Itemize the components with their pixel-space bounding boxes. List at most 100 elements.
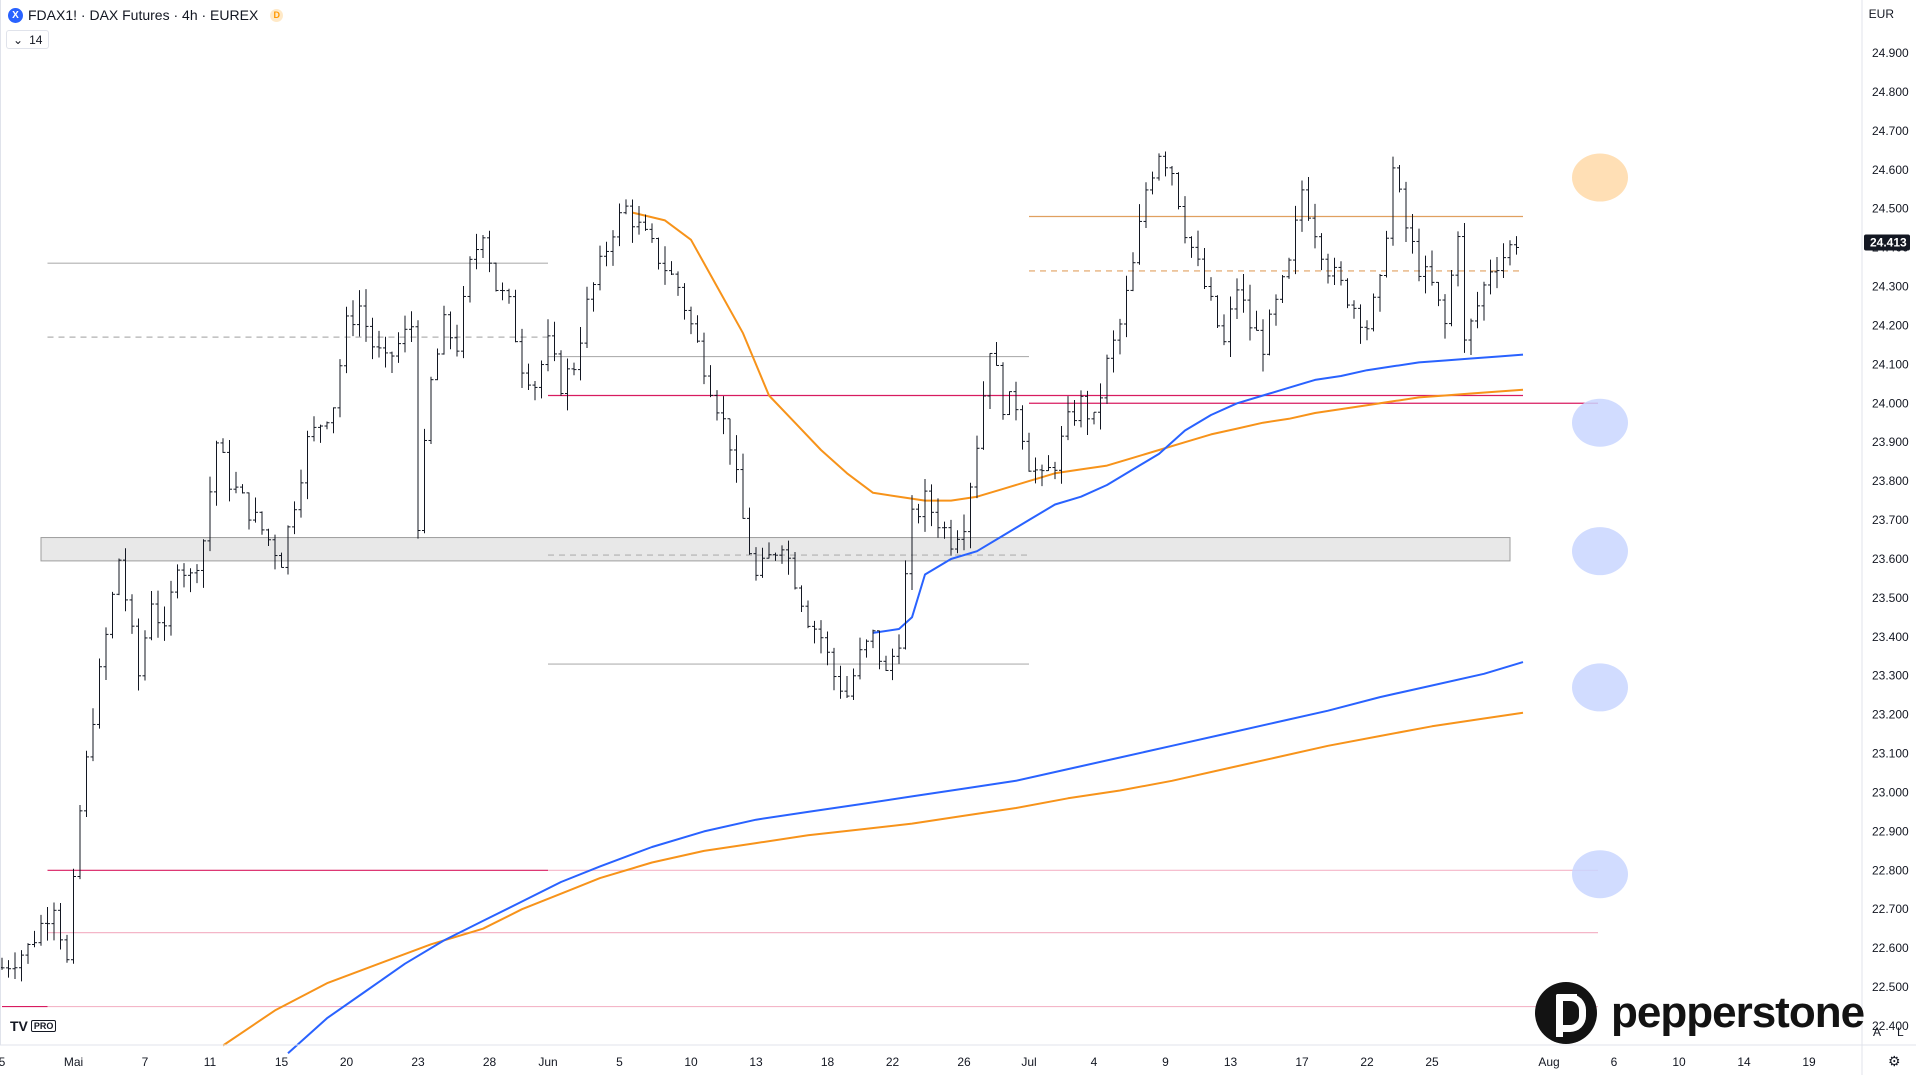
y-axis-tick-label: 23.400 xyxy=(1872,630,1909,644)
ohlc-bar xyxy=(552,321,557,362)
ohlc-bar xyxy=(812,620,817,644)
ohlc-bar xyxy=(636,206,642,235)
ohlc-bar xyxy=(695,315,700,343)
ohlc-bar xyxy=(441,305,447,355)
pepperstone-logo: pepperstone xyxy=(1535,982,1865,1044)
target-marker xyxy=(1572,527,1628,576)
ohlc-bar xyxy=(721,396,726,435)
ohlc-bar xyxy=(1039,464,1045,487)
x-axis-tick-label: 5 xyxy=(616,1055,623,1069)
ohlc-bar xyxy=(623,199,629,215)
ohlc-bar xyxy=(1455,231,1461,287)
ohlc-bar xyxy=(864,639,869,658)
ohlc-bar xyxy=(805,600,811,629)
ohlc-bar xyxy=(259,511,265,535)
ohlc-bar xyxy=(1351,300,1357,319)
target-marker xyxy=(1572,398,1628,447)
ohlc-bar xyxy=(987,352,993,410)
x-axis-tick-label: 23 xyxy=(411,1055,425,1069)
y-axis-tick-label: 24.000 xyxy=(1872,396,1909,410)
x-axis-tick-label: 10 xyxy=(684,1055,698,1069)
y-axis-tick-label: 23.100 xyxy=(1872,747,1909,761)
moving-average-line xyxy=(287,661,1524,1054)
auto-scale-button[interactable]: A xyxy=(1873,1025,1882,1039)
moving-average-line xyxy=(872,353,1524,634)
ohlc-bar xyxy=(32,930,37,948)
x-axis-tick-label: 25 xyxy=(1425,1055,1439,1069)
ohlc-bar xyxy=(1442,294,1448,339)
ohlc-bar xyxy=(363,289,369,342)
ohlc-bar xyxy=(357,290,362,337)
ohlc-bar xyxy=(688,306,694,335)
ohlc-bar xyxy=(1423,255,1428,294)
ohlc-bar xyxy=(1065,396,1071,441)
ohlc-bar xyxy=(1221,314,1227,346)
ohlc-bar xyxy=(896,634,902,664)
ohlc-bar xyxy=(961,514,967,551)
ohlc-bar xyxy=(493,262,499,292)
ohlc-bar xyxy=(1013,381,1019,421)
ohlc-bar xyxy=(116,558,122,596)
ohlc-bar xyxy=(1247,284,1253,341)
ohlc-bar xyxy=(298,469,304,518)
ohlc-bar xyxy=(883,655,889,671)
ohlc-bar xyxy=(422,428,427,534)
ohlc-bar xyxy=(1514,236,1519,255)
x-axis-tick-label: 20 xyxy=(340,1055,354,1069)
ohlc-bar xyxy=(1325,253,1331,284)
chart-header[interactable]: X FDAX1! · DAX Futures · 4h · EUREX D xyxy=(8,6,284,24)
ohlc-bar xyxy=(1007,391,1012,416)
ohlc-bar xyxy=(1163,151,1168,177)
ohlc-bar xyxy=(506,288,512,304)
ohlc-bar xyxy=(994,341,999,366)
ohlc-bar xyxy=(51,902,57,941)
target-marker xyxy=(1572,663,1628,712)
ohlc-bar xyxy=(532,381,538,401)
y-axis-tick-label: 24.900 xyxy=(1872,46,1909,60)
gear-icon[interactable]: ⚙ xyxy=(1888,1053,1901,1069)
ohlc-bar xyxy=(1332,257,1337,285)
ohlc-bar xyxy=(1234,278,1240,320)
x-axis-tick-label: Mai xyxy=(64,1055,83,1069)
ohlc-bar xyxy=(1176,172,1181,210)
y-axis-tick-label: 22.400 xyxy=(1872,1019,1909,1033)
ohlc-bar xyxy=(448,311,453,350)
ohlc-bar xyxy=(149,591,154,641)
ohlc-bar xyxy=(1416,228,1422,282)
ohlc-bar xyxy=(474,233,479,270)
y-axis-tick-label: 22.500 xyxy=(1872,980,1909,994)
ohlc-bar xyxy=(129,594,135,634)
ohlc-bar xyxy=(617,203,622,247)
ohlc-bar xyxy=(571,362,577,376)
indicator-toggle[interactable]: ⌄ 14 xyxy=(6,30,50,49)
ohlc-bar xyxy=(786,540,791,575)
currency-label[interactable]: EUR xyxy=(1868,7,1894,21)
ohlc-bar xyxy=(649,223,655,243)
ohlc-bar xyxy=(701,332,707,385)
ohlc-bar xyxy=(1098,383,1103,430)
log-scale-button[interactable]: L xyxy=(1897,1025,1904,1039)
ohlc-bar xyxy=(487,230,492,273)
ohlc-bar xyxy=(220,438,226,453)
ohlc-bar xyxy=(630,199,635,243)
moving-average-line xyxy=(222,711,1524,1047)
ohlc-bar xyxy=(12,952,18,980)
y-axis-tick-label: 23.900 xyxy=(1872,435,1909,449)
ohlc-bar xyxy=(610,230,616,266)
ohlc-bar xyxy=(779,545,785,564)
y-axis-tick-label: 24.100 xyxy=(1872,357,1909,371)
chart-title[interactable]: FDAX1! · DAX Futures · 4h · EUREX xyxy=(28,7,259,23)
ohlc-bar xyxy=(513,289,518,343)
ohlc-bar xyxy=(1182,196,1188,244)
y-axis-tick-label: 24.700 xyxy=(1872,124,1909,138)
ohlc-bar xyxy=(1254,310,1259,331)
ohlc-bar xyxy=(227,440,232,502)
ohlc-bar xyxy=(1319,233,1324,271)
ohlc-bar xyxy=(142,630,148,681)
x-axis-tick-label: Jul xyxy=(1021,1055,1036,1069)
x-axis-tick-label: 10 xyxy=(1672,1055,1686,1069)
ohlc-bar xyxy=(285,525,291,575)
symbol-icon: X xyxy=(8,7,23,23)
